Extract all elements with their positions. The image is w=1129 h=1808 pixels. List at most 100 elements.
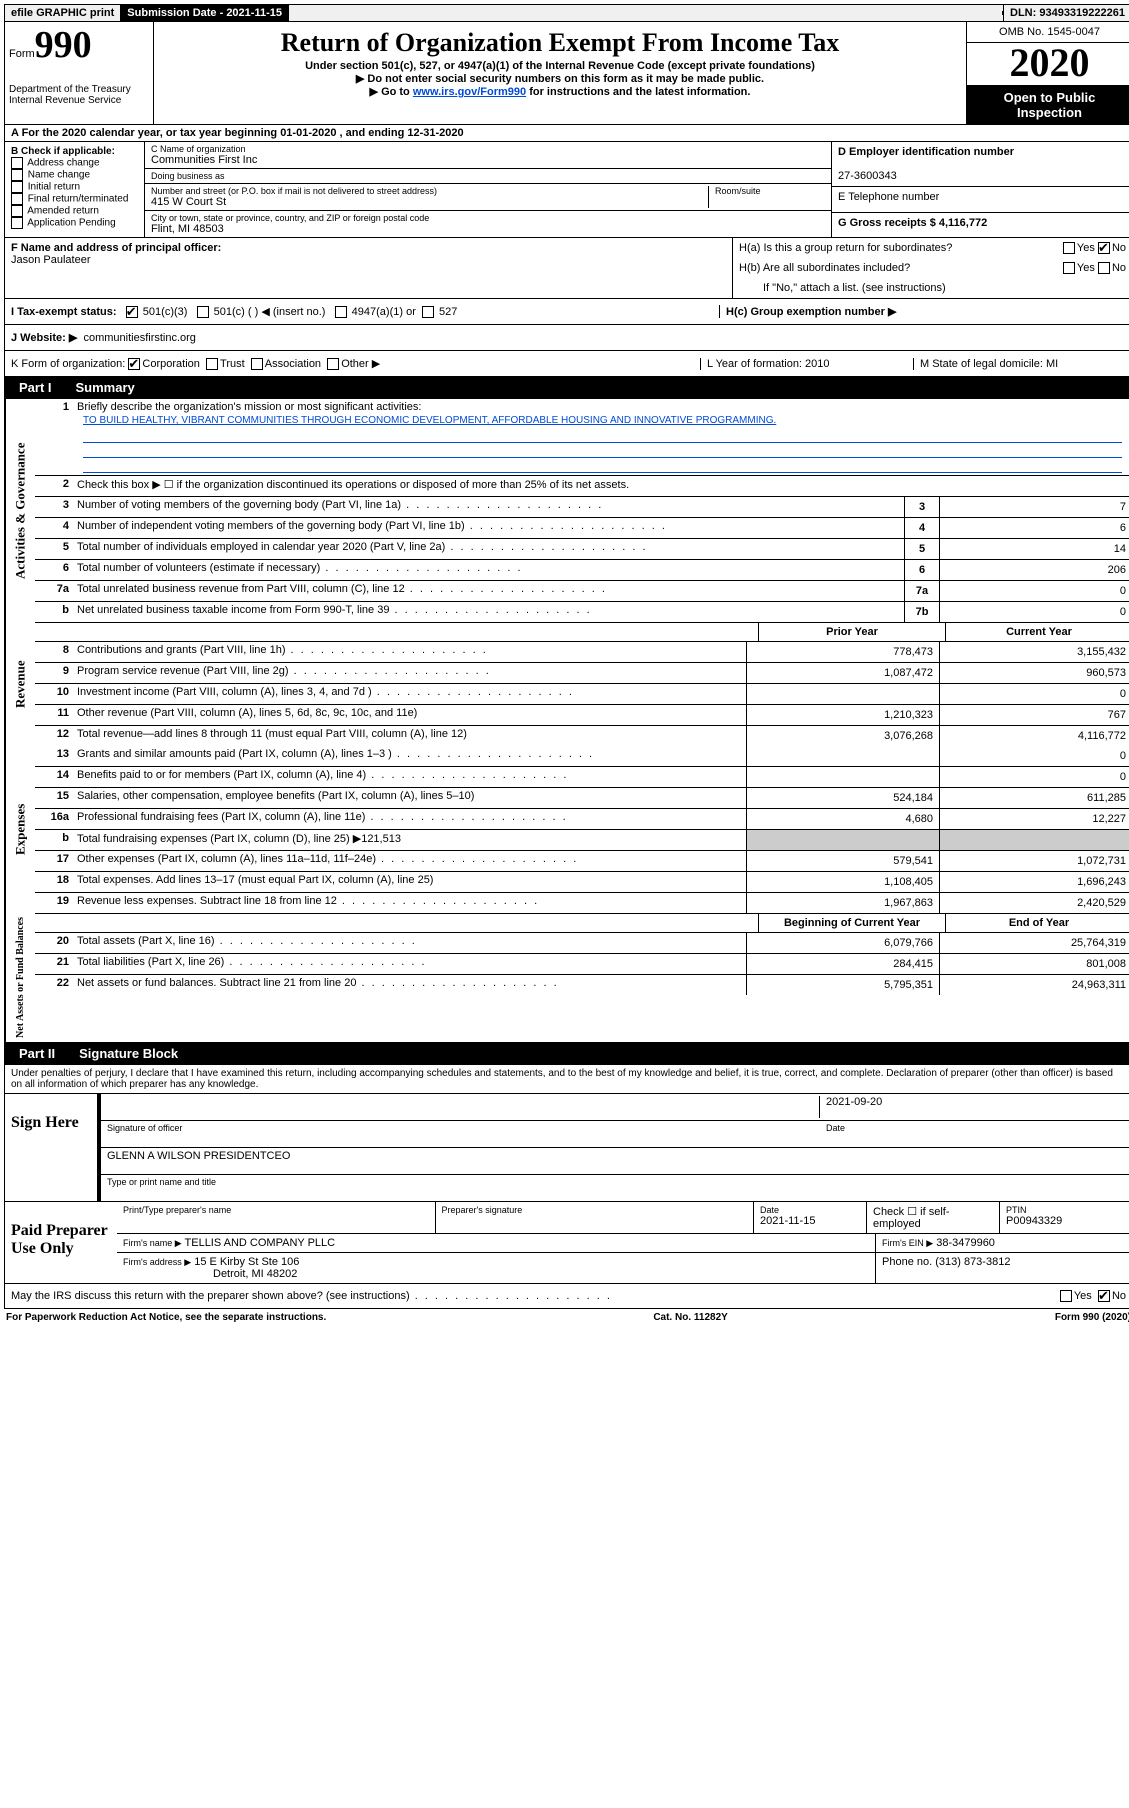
side-net-assets: Net Assets or Fund Balances [5,913,35,1042]
firm-phone: Phone no. (313) 873-3812 [876,1253,1129,1283]
form-ref: Form 990 (2020) [1055,1312,1129,1323]
l13-prior [746,746,939,766]
line-5-val: 14 [939,539,1129,559]
l9-prior: 1,087,472 [746,663,939,683]
chk-amended[interactable] [11,205,23,217]
prep-print-name: Print/Type preparer's name [117,1202,436,1233]
chk-501c[interactable] [197,306,209,318]
chk-discuss-no[interactable] [1098,1290,1110,1302]
part-i-header: Part I Summary [4,377,1129,399]
l19-prior: 1,967,863 [746,893,939,913]
org-name: Communities First Inc [151,154,825,166]
type-print-label: Type or print name and title [101,1175,1129,1201]
l10-prior [746,684,939,704]
col-c-name-address: C Name of organization Communities First… [145,142,832,237]
chk-corp[interactable] [128,358,140,370]
instr-1: Do not enter social security numbers on … [158,72,962,85]
l16a-prior: 4,680 [746,809,939,829]
end-year-header: End of Year [945,914,1129,932]
officer-group-grid: F Name and address of principal officer:… [4,238,1129,299]
dln: DLN: 93493319222261 [1003,5,1129,21]
l17-prior: 579,541 [746,851,939,871]
form-number: 990 [35,24,92,66]
paid-preparer-block: Paid Preparer Use Only Print/Type prepar… [4,1202,1129,1284]
sig-date-val: 2021-09-20 [819,1096,1126,1118]
line-4-val: 6 [939,518,1129,538]
chk-ha-no[interactable] [1098,242,1110,254]
h-c: H(c) Group exemption number ▶ [719,305,1126,318]
chk-other[interactable] [327,358,339,370]
firm-address: Firm's address ▶ 15 E Kirby St Ste 106 D… [117,1253,876,1283]
form990-link[interactable]: www.irs.gov/Form990 [413,86,526,98]
firm-ein: Firm's EIN ▶ 38-3479960 [876,1234,1129,1252]
prep-self-employed: Check ☐ if self-employed [867,1202,1000,1233]
paid-preparer-label: Paid Preparer Use Only [5,1202,117,1283]
efile-label: efile GRAPHIC print [5,5,121,21]
chk-final-return[interactable] [11,193,23,205]
street: 415 W Court St [151,196,708,208]
chk-hb-no[interactable] [1098,262,1110,274]
chk-assoc[interactable] [251,358,263,370]
header-right: OMB No. 1545-0047 2020 Open to PublicIns… [966,22,1129,124]
l15-curr: 611,285 [939,788,1129,808]
website: communitiesfirstinc.org [83,332,195,344]
prep-date: Date2021-11-15 [754,1202,867,1233]
dba-label: Doing business as [151,171,825,181]
chk-trust[interactable] [206,358,218,370]
l11-curr: 767 [939,705,1129,725]
chk-address-change[interactable] [11,157,23,169]
chk-initial-return[interactable] [11,181,23,193]
part-i-body: Activities & Governance 1 Briefly descri… [4,399,1129,1043]
page-footer: For Paperwork Reduction Act Notice, see … [4,1309,1129,1326]
form-prefix: Form [9,48,35,60]
city: Flint, MI 48503 [151,223,825,235]
col-b-checks: B Check if applicable: Address change Na… [5,142,145,237]
header-mid: Return of Organization Exempt From Incom… [154,22,966,124]
side-revenue: Revenue [5,622,35,746]
line-7b-val: 0 [939,602,1129,622]
l16a-curr: 12,227 [939,809,1129,829]
firm-name: Firm's name ▶ TELLIS AND COMPANY PLLC [117,1234,876,1252]
form-of-org: K Form of organization: Corporation Trus… [4,351,1129,377]
line-2: Check this box ▶ ☐ if the organization d… [73,476,1129,496]
state-domicile: M State of legal domicile: MI [913,358,1126,370]
group-return: H(a) Is this a group return for subordin… [732,238,1129,298]
l8-prior: 778,473 [746,642,939,662]
irs: Internal Revenue Service [9,95,149,106]
l14-prior [746,767,939,787]
gross-receipts: G Gross receipts $ 4,116,772 [832,213,1129,238]
chk-discuss-yes[interactable] [1060,1290,1072,1302]
chk-501c3[interactable] [126,306,138,318]
l20-end: 25,764,319 [939,933,1129,953]
chk-ha-yes[interactable] [1063,242,1075,254]
chk-name-change[interactable] [11,169,23,181]
line-a-tax-year: A For the 2020 calendar year, or tax yea… [4,125,1129,142]
l20-beg: 6,079,766 [746,933,939,953]
discuss-with-preparer: May the IRS discuss this return with the… [4,1284,1129,1309]
l22-beg: 5,795,351 [746,975,939,995]
sig-date-label: Date [820,1123,1126,1145]
l8-curr: 3,155,432 [939,642,1129,662]
l14-curr: 0 [939,767,1129,787]
tax-exempt-status: I Tax-exempt status: 501(c)(3) 501(c) ( … [4,299,1129,325]
form-header: Form990 Department of the Treasury Inter… [4,22,1129,125]
pra-notice: For Paperwork Reduction Act Notice, see … [6,1312,326,1323]
beginning-year-header: Beginning of Current Year [758,914,945,932]
l16b-curr [939,830,1129,850]
h-b: H(b) Are all subordinates included? Yes … [733,258,1129,278]
officer-name-line: GLENN A WILSON PRESIDENTCEO [101,1148,1129,1175]
chk-527[interactable] [422,306,434,318]
principal-officer: F Name and address of principal officer:… [5,238,732,298]
col-d-ein: D Employer identification number 27-3600… [832,142,1129,237]
chk-application-pending[interactable] [11,217,23,229]
instr-2: Go to www.irs.gov/Form990 for instructio… [158,85,962,98]
l21-end: 801,008 [939,954,1129,974]
prep-signature: Preparer's signature [436,1202,755,1233]
form-subtitle: Under section 501(c), 527, or 4947(a)(1)… [158,60,962,72]
line-6-val: 206 [939,560,1129,580]
l22-end: 24,963,311 [939,975,1129,995]
chk-hb-yes[interactable] [1063,262,1075,274]
chk-4947[interactable] [335,306,347,318]
h-a: H(a) Is this a group return for subordin… [733,238,1129,258]
mission-statement: TO BUILD HEALTHY, VIBRANT COMMUNITIES TH… [77,413,1128,428]
